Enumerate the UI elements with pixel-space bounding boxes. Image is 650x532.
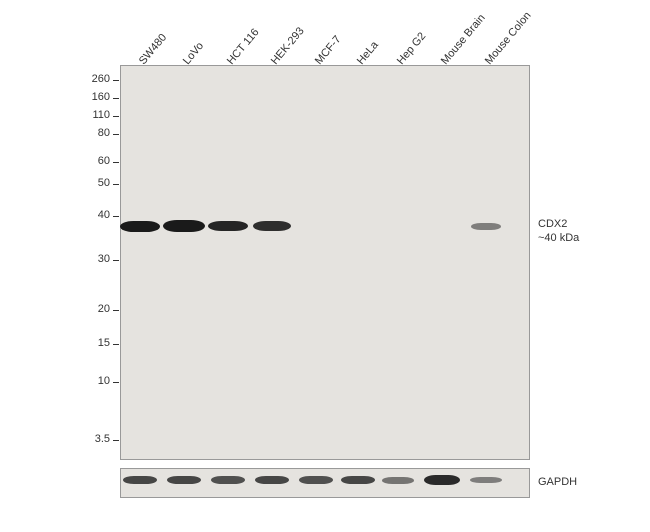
mw-marker-label: 20 bbox=[80, 303, 110, 315]
mw-marker-label: 160 bbox=[80, 91, 110, 103]
lane-label: Mouse Brain bbox=[439, 12, 488, 67]
gapdh-band bbox=[470, 477, 502, 483]
mw-marker-tick bbox=[113, 260, 119, 261]
loading-control-label: GAPDH bbox=[538, 476, 577, 488]
lane-label: LoVo bbox=[181, 40, 206, 67]
mw-marker-label: 10 bbox=[80, 375, 110, 387]
mw-marker-tick bbox=[113, 310, 119, 311]
mw-marker-tick bbox=[113, 344, 119, 345]
mw-marker-tick bbox=[113, 382, 119, 383]
gapdh-band bbox=[424, 475, 460, 485]
gapdh-band bbox=[167, 476, 201, 484]
mw-marker-label: 110 bbox=[80, 109, 110, 121]
lane-label: HEK-293 bbox=[269, 25, 307, 67]
mw-marker-label: 50 bbox=[80, 177, 110, 189]
mw-marker-label: 30 bbox=[80, 253, 110, 265]
mw-marker-tick bbox=[113, 216, 119, 217]
mw-marker-tick bbox=[113, 98, 119, 99]
mw-marker-label: 60 bbox=[80, 155, 110, 167]
gapdh-band bbox=[255, 476, 289, 484]
mw-marker-tick bbox=[113, 80, 119, 81]
lane-label: SW480 bbox=[137, 32, 169, 67]
mw-marker-tick bbox=[113, 134, 119, 135]
gapdh-band bbox=[123, 476, 157, 484]
mw-marker-label: 15 bbox=[80, 337, 110, 349]
lane-label: HCT 116 bbox=[225, 26, 262, 67]
mw-marker-label: 260 bbox=[80, 73, 110, 85]
gapdh-band bbox=[211, 476, 245, 484]
mw-marker-tick bbox=[113, 162, 119, 163]
target-label: CDX2 bbox=[538, 218, 567, 230]
mw-marker-label: 3.5 bbox=[80, 433, 110, 445]
cdx2-band bbox=[163, 220, 205, 232]
mw-marker-tick bbox=[113, 440, 119, 441]
gapdh-band bbox=[341, 476, 375, 484]
gapdh-band bbox=[299, 476, 333, 484]
cdx2-band bbox=[120, 221, 160, 232]
mw-marker-label: 40 bbox=[80, 209, 110, 221]
lane-label: HeLa bbox=[355, 39, 381, 67]
cdx2-band bbox=[253, 221, 291, 231]
mw-marker-label: 80 bbox=[80, 127, 110, 139]
lane-label: MCF-7 bbox=[313, 34, 344, 67]
cdx2-band bbox=[208, 221, 248, 231]
gapdh-band bbox=[382, 477, 414, 484]
main-blot-panel bbox=[120, 65, 530, 460]
mw-marker-tick bbox=[113, 116, 119, 117]
size-label: ~40 kDa bbox=[538, 232, 579, 244]
mw-marker-tick bbox=[113, 184, 119, 185]
lane-label: Mouse Colon bbox=[483, 10, 534, 67]
cdx2-band bbox=[471, 223, 501, 230]
lane-label: Hep G2 bbox=[395, 30, 429, 67]
